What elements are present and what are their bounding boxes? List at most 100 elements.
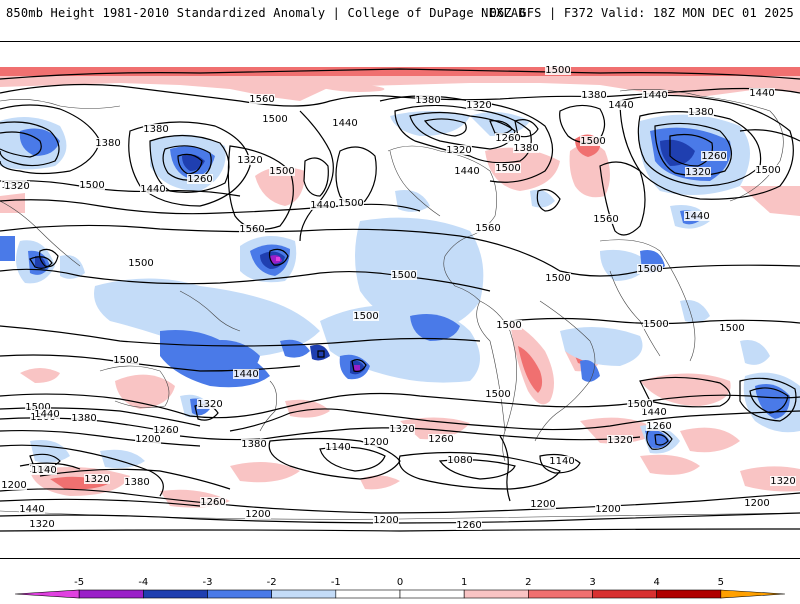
contour-value: 1440 <box>608 100 633 111</box>
contour-label-1500: 1500 <box>262 114 288 125</box>
contour-value: 1380 <box>124 477 149 488</box>
contour-label-1200: 1200 <box>373 515 399 526</box>
contour-labels: 1500144015601500138013201380138013201560… <box>1 65 796 531</box>
contour-label-1320: 1320 <box>770 476 796 487</box>
contour-value: 1260 <box>153 425 178 436</box>
contour-value: 1320 <box>446 145 471 156</box>
contour-label-1260: 1260 <box>456 520 482 531</box>
contour-value: 1500 <box>495 163 520 174</box>
contour-label-1500: 1500 <box>643 319 669 330</box>
contour-value: 1440 <box>233 369 258 380</box>
contour-label-1440: 1440 <box>454 166 480 177</box>
contour-value: 1560 <box>475 223 500 234</box>
contour-value: 1440 <box>684 211 709 222</box>
contour-label-1380: 1380 <box>241 439 267 450</box>
colorbar-segment <box>271 589 337 599</box>
contour-label-1320: 1320 <box>237 155 263 166</box>
colorbar-tick-label: 3 <box>589 577 595 588</box>
contour-label-1440: 1440 <box>19 504 45 515</box>
contour-value: 1380 <box>95 138 120 149</box>
contour-value: 1380 <box>143 124 168 135</box>
contour-value: 1260 <box>646 421 671 432</box>
contour-value: 1440 <box>641 407 666 418</box>
colorbar-tick-label: 1 <box>461 577 467 588</box>
contour-value: 1260 <box>456 520 481 531</box>
contour-label-1560: 1560 <box>249 94 275 105</box>
contour-label-1500: 1500 <box>545 65 571 76</box>
contour-value: 1260 <box>428 434 453 445</box>
contour-label-1440: 1440 <box>233 369 259 380</box>
contour-label-1500: 1500 <box>113 355 139 366</box>
contour-label-1380: 1380 <box>415 95 441 106</box>
contour-label-1500: 1500 <box>580 136 606 147</box>
colorbar-tick-label: 0 <box>397 577 403 588</box>
contour-label-1500: 1500 <box>719 323 745 334</box>
contour-value: 1560 <box>249 94 274 105</box>
contour-label-1500: 1500 <box>485 389 511 400</box>
contour-value: 1440 <box>332 118 357 129</box>
contour-value: 1500 <box>262 114 287 125</box>
contour-label-1500: 1500 <box>495 163 521 174</box>
contour-label-1320: 1320 <box>4 181 30 192</box>
colorbar-tick-label: -2 <box>267 577 277 588</box>
colorbar-segment <box>78 589 144 599</box>
colorbar: -5 -4 -3 -2 -1 0 1 2 3 4 5 <box>0 560 800 600</box>
contour-label-1500: 1500 <box>637 264 663 275</box>
contour-label-1500: 1500 <box>269 166 295 177</box>
contour-label-1380: 1380 <box>688 107 714 118</box>
contour-value: 1500 <box>643 319 668 330</box>
colorbar-segment <box>207 589 272 599</box>
colorbar-tick-label: 2 <box>525 577 531 588</box>
contour-label-1200: 1200 <box>245 509 271 520</box>
contour-value: 1200 <box>530 499 555 510</box>
contour-value: 1560 <box>239 224 264 235</box>
contour-label-1440: 1440 <box>641 407 667 418</box>
contour-value: 1260 <box>200 497 225 508</box>
colorbar-tick-label: -4 <box>138 577 148 588</box>
contour-label-1320: 1320 <box>685 167 711 178</box>
contour-value: 1500 <box>485 389 510 400</box>
contour-value: 1260 <box>495 133 520 144</box>
contour-value: 1200 <box>135 434 160 445</box>
contour-label-1200: 1200 <box>530 499 556 510</box>
contour-value: 1320 <box>29 519 54 530</box>
contour-value: 1500 <box>25 402 50 413</box>
model-run-info: 06Z GFS | F372 Valid: 18Z MON DEC 01 202… <box>489 6 794 20</box>
colorbar-segment <box>463 589 529 599</box>
contour-value: 1200 <box>595 504 620 515</box>
colorbar-tick-label: -5 <box>74 577 84 588</box>
colorbar-segment <box>399 589 465 599</box>
contour-value: 1500 <box>755 165 780 176</box>
contour-label-1320: 1320 <box>84 474 110 485</box>
contour-label-1500: 1500 <box>496 320 522 331</box>
contour-label-1320: 1320 <box>607 435 633 446</box>
contour-value: 1440 <box>34 409 59 420</box>
contour-value: 1500 <box>391 270 416 281</box>
contour-value: 1500 <box>128 258 153 269</box>
contour-value: 1140 <box>549 456 574 467</box>
contour-label-1260: 1260 <box>187 174 213 185</box>
contour-label-1080: 1080 <box>447 455 473 466</box>
contour-label-1380: 1380 <box>71 413 97 424</box>
contour-label-1380: 1380 <box>124 477 150 488</box>
contour-label-1260: 1260 <box>701 151 727 162</box>
contour-label-1260: 1260 <box>428 434 454 445</box>
contour-label-1260: 1260 <box>153 425 179 436</box>
contour-label-1260: 1260 <box>495 133 521 144</box>
contour-label-1440: 1440 <box>749 88 775 99</box>
contour-value: 1320 <box>84 474 109 485</box>
anomaly-map: 1500144015601500138013201380138013201560… <box>0 41 800 559</box>
contour-label-1440: 1440 <box>684 211 710 222</box>
contour-label-1560: 1560 <box>475 223 501 234</box>
contour-value: 1500 <box>545 65 570 76</box>
negative-anomaly-shading <box>0 111 800 469</box>
contour-value: 1260 <box>701 151 726 162</box>
contour-value: 1440 <box>19 504 44 515</box>
contour-label-1140: 1140 <box>31 465 57 476</box>
contour-value: 1320 <box>770 476 795 487</box>
contour-value: 1500 <box>545 273 570 284</box>
contour-label-1440: 1440 <box>310 200 336 211</box>
contour-label-1320: 1320 <box>466 100 492 111</box>
contour-label-1560: 1560 <box>239 224 265 235</box>
colorbar-segment <box>656 589 722 599</box>
